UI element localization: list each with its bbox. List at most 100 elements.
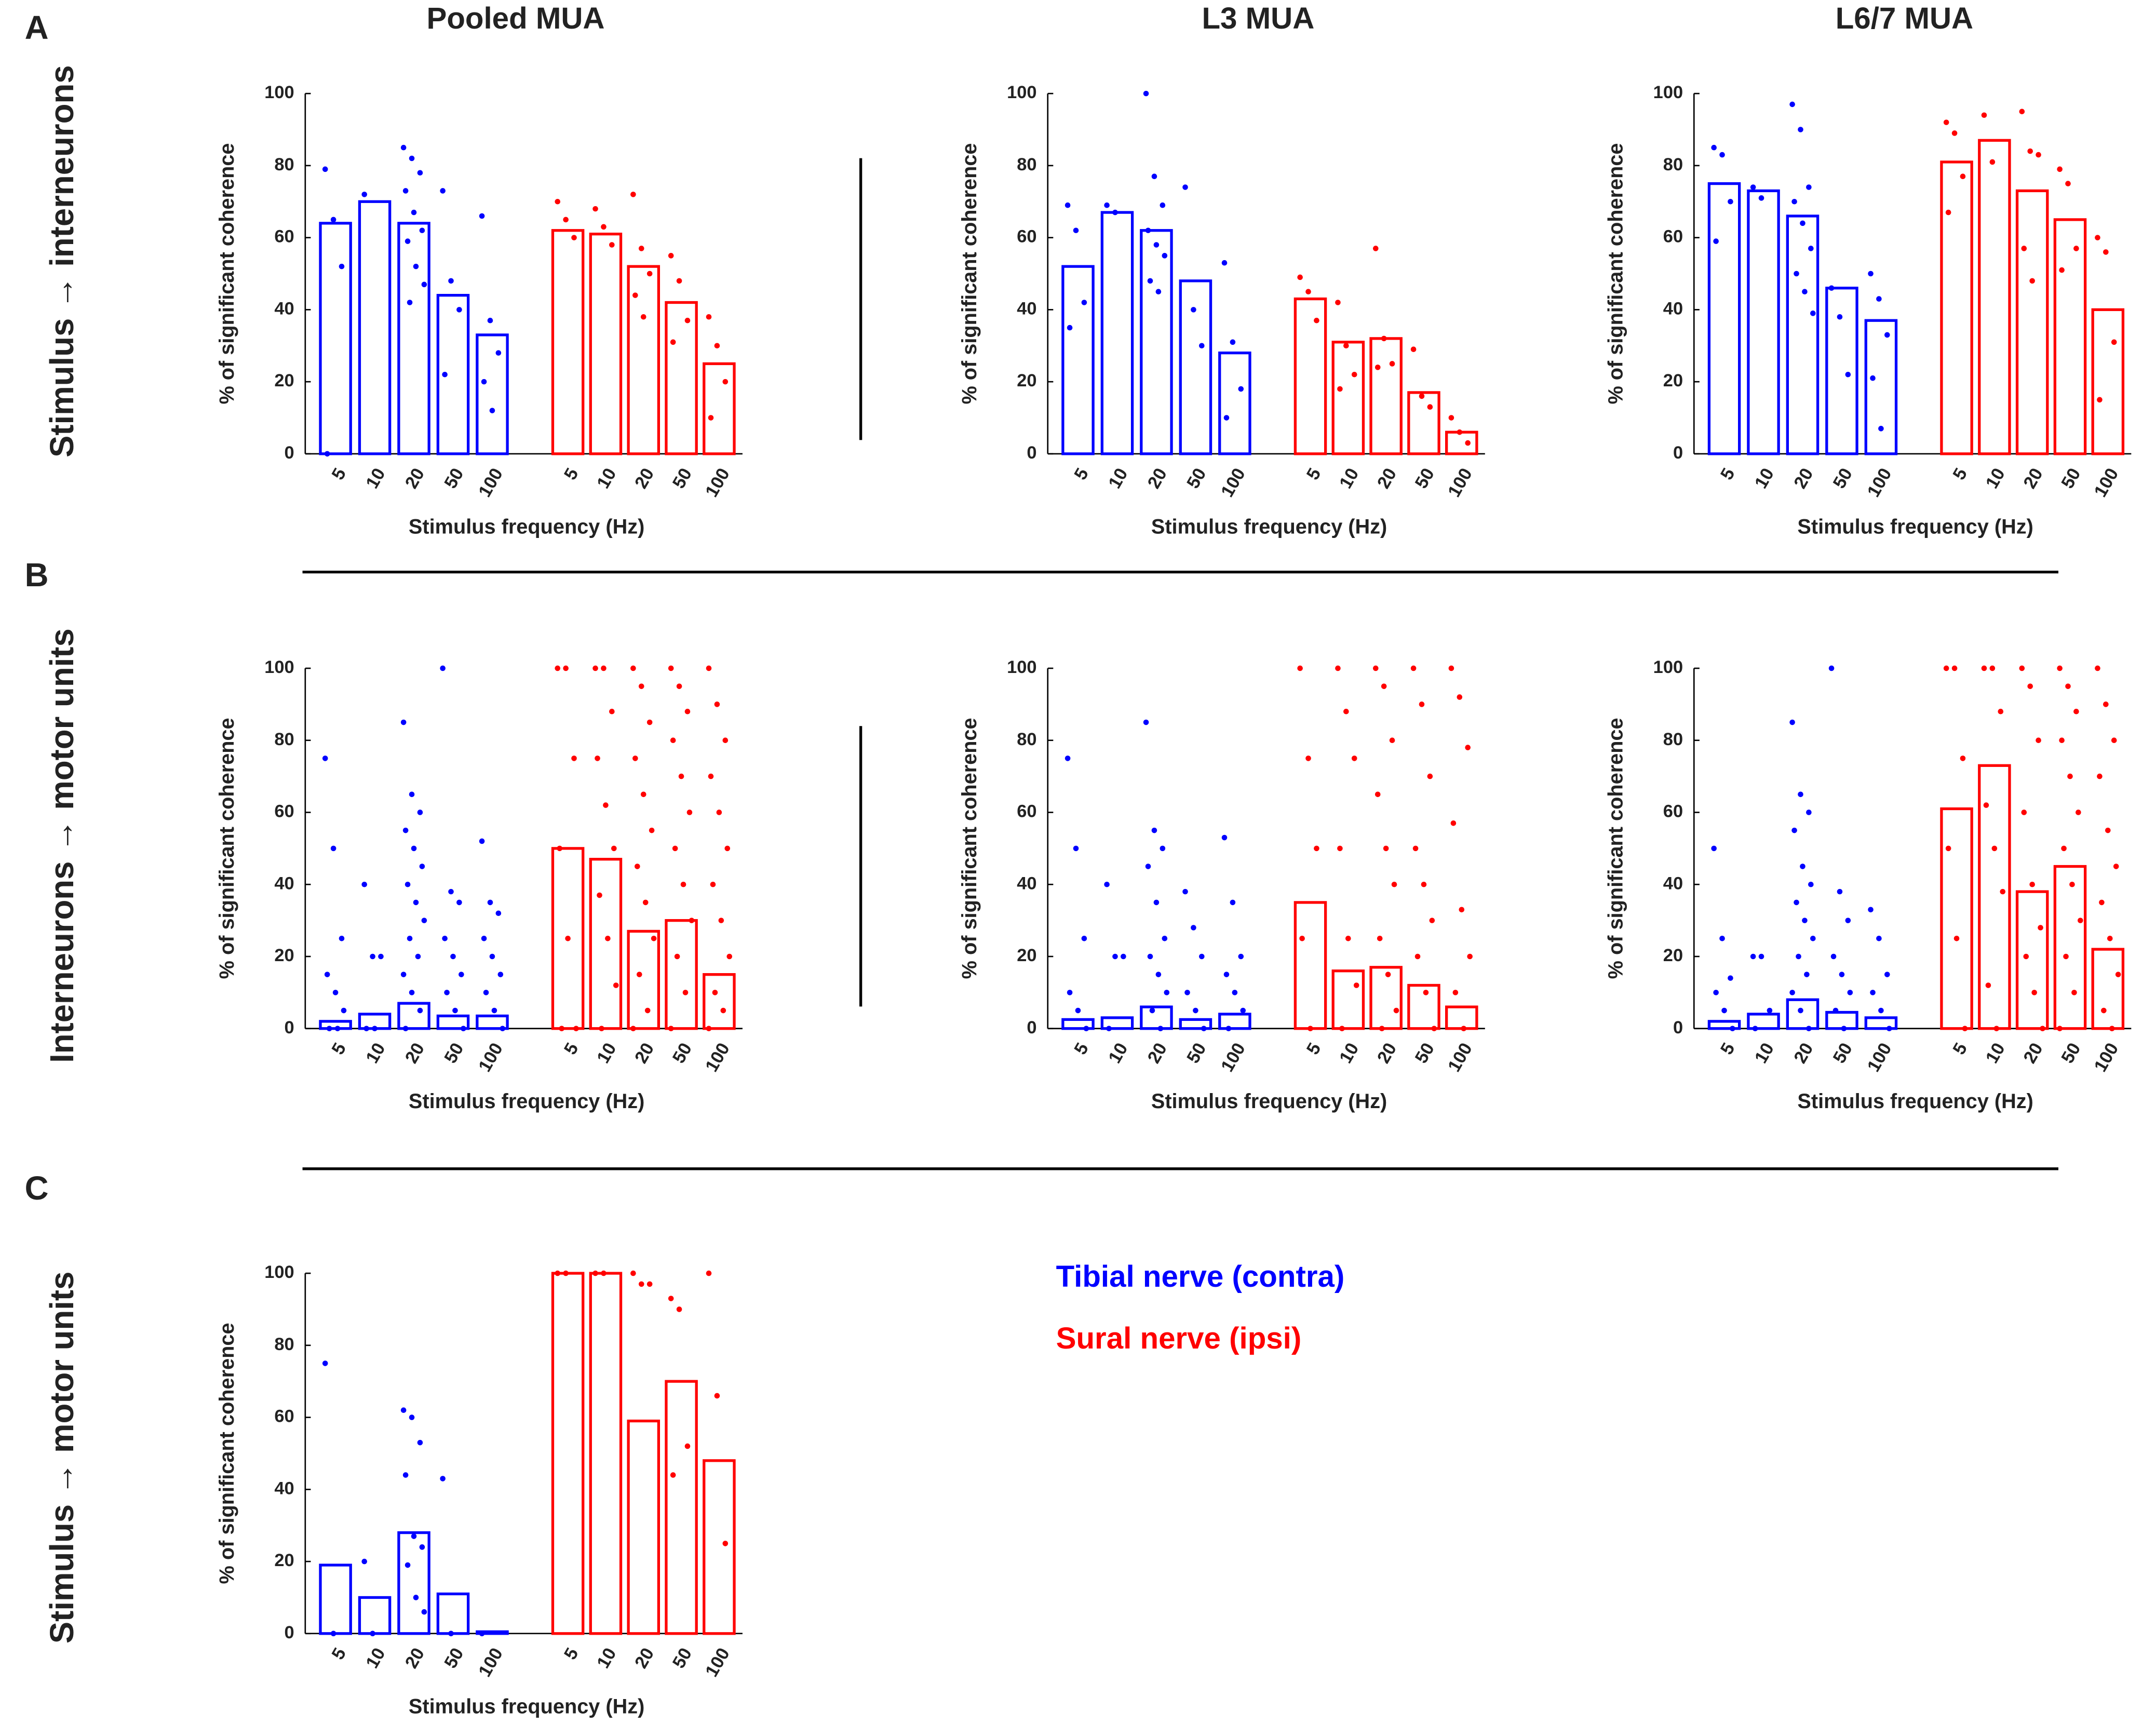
data-point (1153, 242, 1160, 248)
bar (2015, 189, 2049, 455)
data-point (2065, 683, 2071, 689)
data-point (2078, 918, 2083, 923)
data-point (1960, 173, 1966, 179)
data-point (444, 990, 450, 995)
data-point (684, 1443, 691, 1449)
data-point (1796, 953, 1801, 960)
y-tick-label: 40 (274, 1478, 294, 1498)
x-tick-label: 5 (328, 1645, 350, 1663)
data-point (421, 281, 427, 288)
data-point (1335, 665, 1341, 671)
data-point (1314, 317, 1319, 324)
x-tick-label: 5 (328, 1040, 350, 1058)
data-point (1147, 278, 1153, 284)
data-point (640, 791, 646, 798)
data-point (1193, 1007, 1198, 1014)
data-point (706, 1270, 712, 1276)
data-point (1112, 209, 1118, 215)
data-point (417, 1439, 423, 1446)
bar (1747, 1013, 1780, 1030)
data-point (668, 1296, 674, 1301)
data-point (1752, 1026, 1758, 1032)
data-point (2029, 881, 2035, 887)
data-point (651, 936, 657, 941)
x-tick-label: 50 (440, 1040, 467, 1067)
data-point (2029, 278, 2035, 284)
data-point (402, 188, 409, 194)
data-point (330, 1630, 336, 1637)
data-point (417, 170, 423, 176)
data-point (1412, 845, 1419, 852)
y-tick-label: 100 (264, 1262, 294, 1282)
data-point (720, 1007, 726, 1014)
y-tick-label: 20 (1663, 371, 1683, 390)
data-point (611, 845, 617, 852)
y-tick-label: 100 (1653, 83, 1683, 102)
x-tick-label: 10 (593, 1645, 620, 1672)
data-point (409, 791, 415, 798)
data-point (1841, 1026, 1847, 1032)
data-point (630, 192, 636, 197)
data-point (670, 1472, 676, 1478)
data-point (603, 802, 609, 808)
bar (1786, 998, 1820, 1030)
bar (1978, 139, 2011, 455)
y-tick-label: 60 (1663, 227, 1683, 247)
data-point (2036, 152, 2041, 158)
data-point (722, 379, 729, 385)
data-point (716, 810, 722, 815)
x-tick-label: 10 (362, 1645, 389, 1672)
data-point (1981, 112, 1987, 118)
data-point (595, 756, 600, 761)
bar (1747, 189, 1780, 455)
data-point (1081, 300, 1087, 305)
data-point (1238, 386, 1244, 392)
bar (1218, 1013, 1251, 1030)
data-point (495, 350, 502, 356)
data-point (708, 415, 714, 421)
data-point (609, 242, 615, 248)
data-point (1147, 953, 1153, 960)
data-point (411, 209, 417, 215)
bar (627, 265, 661, 455)
data-point (684, 708, 691, 715)
y-tick-label: 20 (274, 1551, 294, 1570)
bar (436, 1014, 470, 1030)
data-point (361, 1558, 368, 1565)
data-point (1870, 375, 1876, 381)
row-label: Stimulus → motor units (44, 1272, 80, 1644)
x-tick-label: 100 (1444, 1040, 1476, 1075)
bar (703, 973, 736, 1030)
bar (1786, 214, 1820, 455)
data-point (1112, 953, 1118, 960)
x-tick-label: 50 (669, 465, 696, 492)
data-point (407, 936, 413, 941)
data-point (1832, 1007, 1839, 1014)
y-axis-label: % of significant coherence (215, 718, 238, 979)
data-point (646, 719, 653, 725)
data-point (712, 990, 718, 995)
bar (319, 222, 352, 455)
data-point (2021, 810, 2027, 815)
data-point (1789, 719, 1795, 725)
panel-letter: A (25, 9, 49, 46)
data-point (2071, 990, 2077, 995)
data-point (421, 1609, 427, 1615)
chart-title: L3 MUA (1202, 2, 1314, 35)
data-point (1810, 311, 1816, 316)
x-tick-label: 20 (1144, 465, 1171, 492)
data-point (413, 899, 419, 906)
data-point (417, 1007, 423, 1014)
bar (1825, 287, 1858, 455)
data-point (714, 702, 720, 707)
bar (2091, 948, 2125, 1030)
bar (358, 200, 392, 455)
data-point (2099, 899, 2105, 906)
bar (551, 847, 585, 1030)
data-point (1884, 972, 1890, 977)
data-point (722, 737, 729, 744)
y-tick-label: 60 (274, 1407, 294, 1426)
data-point (1337, 845, 1343, 852)
data-point (1711, 144, 1717, 151)
bar (589, 858, 623, 1030)
